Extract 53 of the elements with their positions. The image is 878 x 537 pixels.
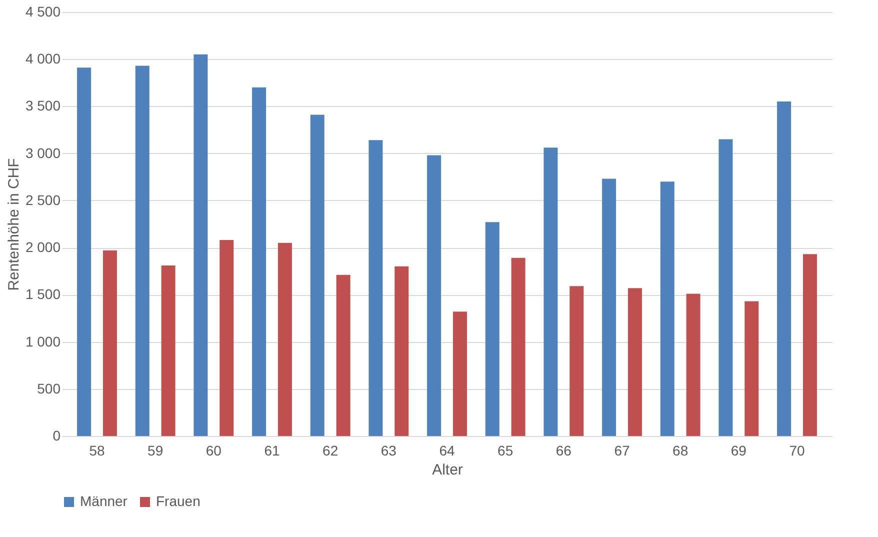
x-tick-label: 58: [89, 442, 105, 458]
legend-label: Frauen: [156, 493, 200, 509]
y-tick-label: 2 500: [25, 192, 61, 208]
x-tick-label: 59: [148, 442, 164, 458]
bar: [278, 242, 292, 436]
bar: [744, 301, 759, 436]
y-tick-label: 0: [52, 428, 61, 444]
y-tick-label: 1 500: [25, 286, 61, 302]
bar: [102, 250, 117, 436]
bar: [686, 294, 700, 436]
bar: [544, 148, 558, 436]
y-axis-title: Rentenhöhe in CHF: [5, 158, 22, 291]
bar: [570, 286, 584, 436]
bar: [511, 258, 526, 436]
x-tick-label: 60: [206, 442, 222, 458]
bar: [336, 274, 350, 436]
x-tick-label: 63: [380, 442, 397, 458]
bar: [161, 265, 176, 436]
y-tick-label: 4 500: [25, 4, 61, 20]
x-tick-label: 66: [556, 442, 572, 458]
bar: [368, 140, 383, 436]
bar: [394, 266, 409, 436]
bar: [777, 102, 792, 436]
y-tick-label: 3 500: [25, 98, 61, 114]
bar: [660, 182, 674, 436]
bar: [628, 288, 642, 436]
x-tick-label: 70: [789, 442, 805, 458]
x-tick-label: 62: [322, 442, 338, 458]
x-axis-title: Alter: [432, 462, 463, 478]
y-tick-label: 3 000: [25, 144, 61, 161]
y-tick-label: 500: [37, 380, 61, 396]
x-tick-label: 61: [264, 442, 280, 458]
bar: [427, 155, 442, 436]
legend-label: Männer: [80, 493, 128, 509]
x-tick-label: 67: [614, 442, 630, 458]
bar: [252, 87, 266, 436]
bar: [802, 254, 817, 436]
y-tick-label: 4 000: [25, 50, 61, 67]
x-tick-label: 68: [672, 442, 688, 458]
bar: [77, 68, 92, 436]
y-tick-label: 1 000: [25, 333, 61, 350]
bar: [135, 66, 150, 436]
bar: [602, 178, 616, 436]
bar: [310, 114, 324, 436]
x-tick-label: 64: [439, 442, 455, 458]
bar: [452, 312, 467, 436]
bar: [220, 240, 234, 436]
x-tick-label: 69: [730, 442, 747, 458]
y-tick-label: 2 000: [25, 239, 61, 256]
bar: [194, 54, 208, 436]
bar: [485, 222, 500, 436]
bar: [718, 139, 733, 436]
x-tick-label: 65: [498, 442, 514, 458]
